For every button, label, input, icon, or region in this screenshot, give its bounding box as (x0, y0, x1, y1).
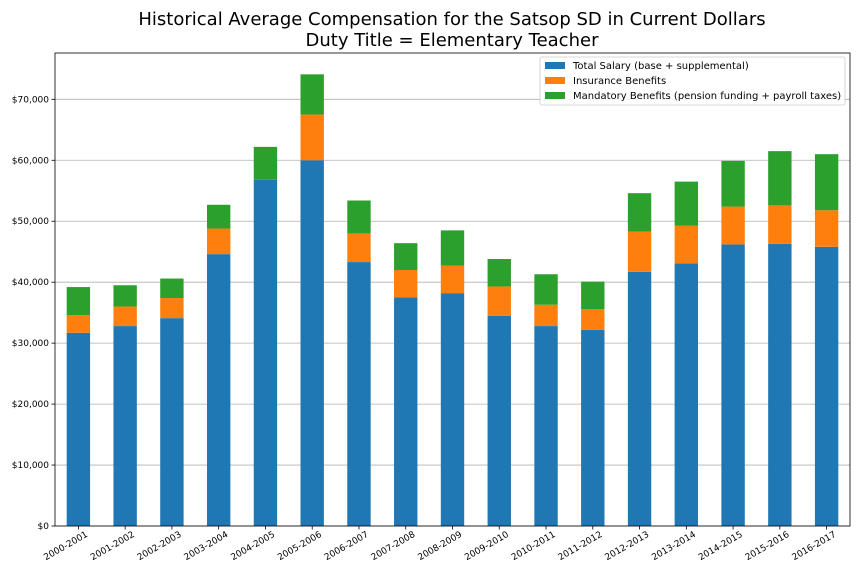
legend-box (539, 56, 846, 106)
x-tick-label: 2009-2010 (463, 530, 511, 563)
bar-segment (674, 263, 699, 526)
chart-title: Historical Average Compensation for the … (138, 9, 765, 30)
bar-segment (253, 146, 278, 180)
legend: Total Salary (base + supplemental) Insura… (539, 56, 846, 106)
bar-segment (113, 326, 137, 526)
y-tick-label: $10,000 (12, 461, 49, 471)
bar-segment (674, 225, 699, 264)
y-tick-label: $20,000 (12, 400, 49, 410)
y-tick-label: $70,000 (12, 95, 49, 105)
bar-segment (581, 329, 605, 526)
legend-label: Insurance Benefits (573, 76, 666, 87)
bar-segment (160, 298, 184, 319)
bar-segment (487, 286, 511, 316)
x-tick-label: 2005-2006 (276, 530, 324, 563)
bar-segment (627, 271, 652, 526)
y-tick-label: $60,000 (12, 156, 49, 166)
chart-subtitle: Duty Title = Elementary Teacher (306, 30, 600, 51)
bar-segment (113, 285, 137, 307)
x-tick-label: 2012-2013 (604, 530, 651, 563)
legend-swatch (545, 62, 565, 69)
bar-segment (440, 230, 465, 266)
bar-segment (814, 210, 839, 247)
bar-segment (113, 306, 137, 327)
bar-segment (814, 154, 839, 211)
bar-segment (768, 151, 792, 206)
bar-segment (394, 243, 418, 270)
x-tick-label: 2016-2017 (791, 530, 838, 563)
bar-segment (66, 315, 91, 333)
y-tick-label: $30,000 (12, 339, 49, 349)
x-tick-label: 2013-2014 (650, 530, 698, 563)
bar-segment (534, 304, 558, 327)
x-tick-label: 2001-2002 (89, 530, 136, 563)
bar-segment (66, 287, 91, 316)
x-tick-label: 2003-2004 (183, 530, 231, 563)
x-tick-label: 2007-2008 (370, 530, 418, 563)
bar-segment (440, 265, 465, 294)
bar-segment (674, 181, 699, 226)
bar-segment (721, 160, 745, 207)
bar-segment (768, 205, 792, 244)
legend-swatch (545, 77, 565, 84)
bar-segment (487, 315, 511, 526)
bar-segment (300, 74, 324, 115)
y-tick-label: $40,000 (12, 278, 49, 288)
x-tick-label: 2006-2007 (323, 530, 370, 563)
bar-segment (487, 259, 511, 287)
x-tick-label: 2015-2016 (744, 530, 792, 563)
bar-segment (206, 228, 231, 255)
bar-segment (440, 293, 465, 526)
bar-segment (300, 114, 324, 161)
x-tick-label: 2000-2001 (42, 530, 89, 563)
x-tick-label: 2014-2015 (697, 530, 744, 563)
x-tick-label: 2002-2003 (136, 530, 183, 563)
bar-segment (66, 332, 91, 526)
bar-segment (534, 274, 558, 305)
x-tick-label: 2011-2012 (557, 530, 604, 563)
bar-segment (160, 318, 184, 526)
bar-segment (347, 262, 371, 526)
legend-swatch (545, 92, 565, 99)
bar-segment (627, 231, 652, 272)
bar-segment (347, 233, 371, 263)
y-tick-label: $50,000 (12, 217, 49, 227)
bar-segment (160, 278, 184, 299)
bar-segment (206, 254, 231, 526)
bar-segment (253, 179, 278, 526)
x-tick-label: 2004-2005 (229, 530, 276, 563)
bar-segment (814, 246, 839, 527)
bar-segment (534, 326, 558, 526)
bar-segment (206, 204, 231, 229)
bar-segment (768, 243, 792, 526)
y-tick-label: $0 (38, 522, 50, 532)
bar-segment (581, 309, 605, 330)
bar-segment (627, 193, 652, 232)
bar-segment (394, 297, 418, 526)
bar-segment (300, 160, 324, 526)
legend-label: Mandatory Benefits (pension funding + pa… (573, 91, 841, 102)
x-tick-label: 2008-2009 (417, 530, 465, 563)
bar-segment (721, 244, 745, 526)
bars (66, 74, 839, 527)
bar-segment (581, 281, 605, 310)
bar-segment (721, 206, 745, 245)
bar-segment (347, 200, 371, 234)
bar-segment (394, 269, 418, 298)
legend-label: Total Salary (base + supplemental) (572, 61, 749, 72)
x-tick-label: 2010-2011 (510, 530, 557, 563)
